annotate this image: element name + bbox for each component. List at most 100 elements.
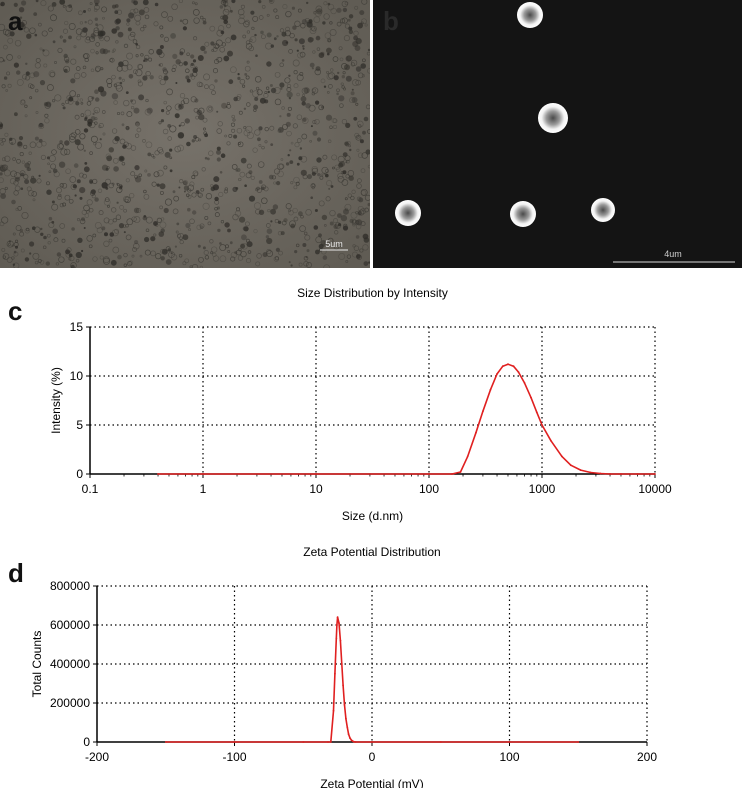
micrograph-particle — [240, 4, 245, 9]
micrograph-particle — [102, 16, 105, 20]
micrograph-particle — [320, 51, 325, 56]
micrograph-particle — [54, 94, 62, 102]
micrograph-particle — [265, 86, 270, 90]
micrograph-particle — [158, 121, 162, 125]
micrograph-particle — [314, 118, 320, 125]
micrograph-particle — [216, 157, 221, 162]
micrograph-particle — [234, 210, 242, 217]
micrograph-particle — [92, 233, 97, 238]
micrograph-particle — [344, 207, 348, 211]
micrograph-particle — [272, 204, 279, 210]
micrograph-particle — [230, 9, 233, 13]
micrograph-particle — [122, 224, 127, 228]
x-tick-label: 10000 — [638, 482, 672, 496]
micrograph-particle — [33, 71, 40, 78]
micrograph-particle — [86, 235, 93, 242]
micrograph-particle — [219, 5, 224, 9]
micrograph-particle — [184, 118, 190, 124]
micrograph-particle — [84, 213, 90, 218]
micrograph-particle — [282, 39, 289, 47]
micrograph-particle — [357, 152, 364, 158]
micrograph-particle — [48, 170, 52, 174]
micrograph-particle — [140, 27, 145, 32]
micrograph-particle — [131, 254, 135, 258]
micrograph-particle — [331, 154, 338, 161]
micrograph-particle — [29, 241, 35, 247]
micrograph-particle — [142, 0, 149, 6]
micrograph-particle — [293, 216, 299, 222]
micrograph-particle — [330, 185, 334, 188]
micrograph-particle — [89, 179, 94, 184]
micrograph-particle — [200, 187, 205, 192]
micrograph-particle — [75, 251, 82, 259]
micrograph-particle — [98, 210, 104, 216]
micrograph-particle — [4, 132, 9, 137]
micrograph-particle — [80, 113, 85, 117]
micrograph-particle — [74, 194, 77, 197]
micrograph-particle — [220, 15, 225, 20]
micrograph-particle — [2, 253, 10, 260]
micrograph-particle — [348, 175, 354, 181]
micrograph-particle — [38, 138, 43, 143]
micrograph-particle — [143, 24, 147, 29]
micrograph-particle — [93, 8, 98, 12]
micrograph-particle — [246, 163, 252, 169]
micrograph-particle — [112, 4, 116, 9]
micrograph-particle — [273, 8, 278, 13]
micrograph-particle — [143, 193, 150, 200]
micrograph-particle — [113, 166, 119, 172]
micrograph-particle — [59, 140, 63, 144]
micrograph-particle — [290, 141, 294, 145]
micrograph-particle — [171, 67, 176, 73]
micrograph-particle — [68, 23, 76, 30]
micrograph-particle — [171, 3, 178, 11]
micrograph-particle — [296, 92, 300, 97]
micrograph-particle — [41, 141, 47, 147]
micrograph-particle — [76, 218, 81, 222]
micrograph-particle — [172, 208, 179, 215]
micrograph-particle — [116, 111, 121, 116]
data-point — [589, 471, 592, 474]
micrograph-particle — [351, 251, 358, 258]
micrograph-particle — [111, 229, 119, 237]
micrograph-particle — [51, 2, 57, 7]
micrograph-particle — [61, 238, 66, 243]
micrograph-particle — [178, 103, 184, 110]
micrograph-particle — [344, 155, 351, 162]
micrograph-particle — [39, 47, 43, 51]
micrograph-particle — [142, 75, 148, 81]
micrograph-particle — [258, 0, 262, 4]
micrograph-particle — [211, 246, 218, 253]
data-point — [451, 473, 453, 475]
micrograph-particle — [304, 234, 311, 241]
micrograph-particle — [14, 112, 18, 117]
micrograph-particle — [1, 216, 9, 224]
micrograph-particle — [327, 139, 332, 144]
micrograph-particle — [94, 197, 99, 202]
data-point — [338, 622, 340, 624]
micrograph-particle — [90, 135, 98, 143]
micrograph-particle — [162, 128, 169, 135]
micrograph-particle — [143, 0, 149, 4]
micrograph-particle — [104, 35, 110, 42]
micrograph-particle — [91, 194, 96, 199]
micrograph-particle — [318, 104, 324, 111]
micrograph-particle — [239, 171, 246, 178]
micrograph-particle — [352, 79, 359, 87]
micrograph-particle — [90, 48, 95, 54]
micrograph-particle — [180, 121, 185, 127]
micrograph-particle — [63, 68, 68, 73]
micrograph-particle — [136, 127, 142, 133]
micrograph-particle — [73, 72, 81, 80]
micrograph-particle — [194, 2, 198, 6]
micrograph-particle — [46, 156, 50, 160]
panel-c-letter: c — [8, 296, 23, 326]
data-point — [569, 464, 572, 467]
micrograph-particle — [289, 160, 294, 165]
micrograph-particle — [359, 139, 364, 144]
micrograph-particle — [145, 70, 151, 77]
micrograph-particle — [204, 255, 210, 260]
micrograph-particle — [71, 227, 75, 231]
micrograph-particle — [246, 30, 251, 34]
panel-d-letter: d — [8, 558, 24, 588]
